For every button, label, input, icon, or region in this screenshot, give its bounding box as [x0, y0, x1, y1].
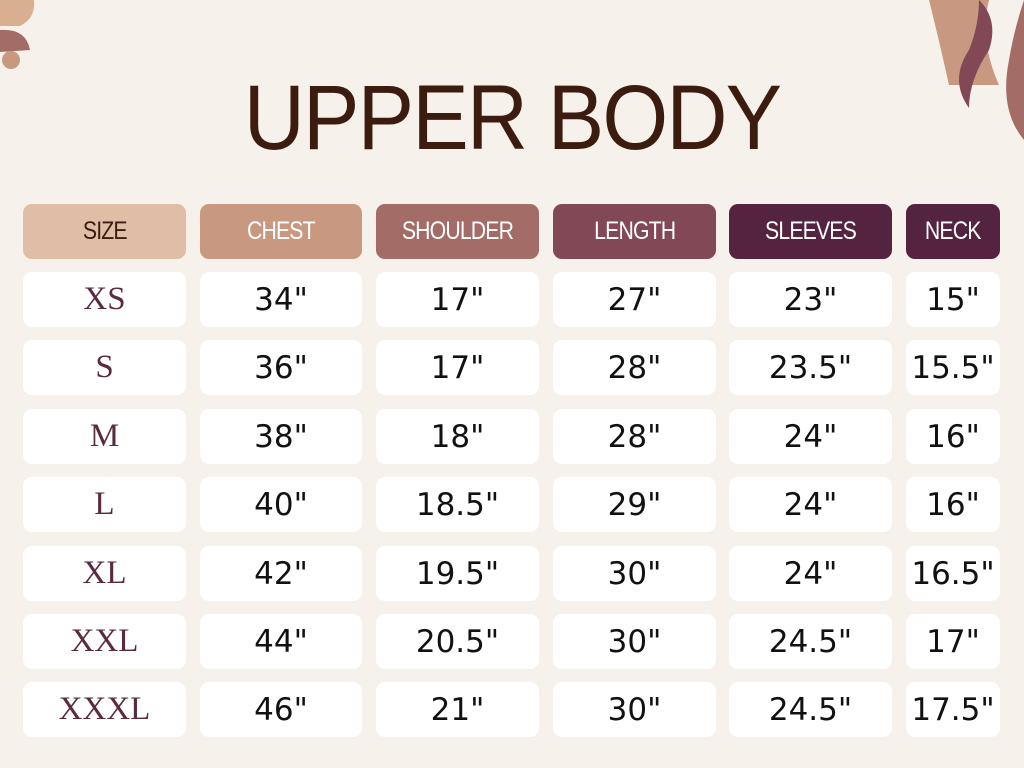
measurement-cell-length: 30" — [553, 614, 716, 669]
measurement-cell-chest: 34" — [200, 272, 362, 327]
column-header-label: LENGTH — [593, 217, 676, 245]
measurement-cell-shoulder: 17" — [376, 340, 539, 395]
measurement-cell-length: 28" — [553, 340, 716, 395]
decorative-shapes-top-left — [0, 0, 35, 69]
size-label-cell: S — [23, 340, 186, 395]
measurement-cell-neck: 16" — [906, 409, 1000, 464]
measurement-cell-chest: 42" — [200, 546, 362, 601]
measurement-cell-length: 27" — [553, 272, 716, 327]
column-header-chest: CHEST — [200, 204, 362, 259]
measurement-cell-sleeves: 24.5" — [729, 682, 892, 737]
measurement-cell-shoulder: 17" — [376, 272, 539, 327]
measurement-cell-neck: 17" — [906, 614, 1000, 669]
size-label-cell: XXL — [23, 614, 186, 669]
measurement-cell-neck: 15.5" — [906, 340, 1000, 395]
measurement-cell-sleeves: 23.5" — [729, 340, 892, 395]
column-header-label: SLEEVES — [765, 217, 857, 245]
measurement-cell-neck: 17.5" — [906, 682, 1000, 737]
decorative-leaves-top-right — [929, 0, 1024, 140]
column-header-label: SIZE — [82, 217, 128, 245]
measurement-cell-neck: 15" — [906, 272, 1000, 327]
measurement-cell-neck: 16.5" — [906, 546, 1000, 601]
measurement-cell-chest: 36" — [200, 340, 362, 395]
measurement-cell-length: 30" — [553, 682, 716, 737]
size-label-cell: L — [23, 477, 186, 532]
column-header-size: SIZE — [23, 204, 186, 259]
size-label-cell: XXXL — [23, 682, 186, 737]
column-header-sleeves: SLEEVES — [729, 204, 892, 259]
measurement-cell-sleeves: 24" — [729, 546, 892, 601]
measurement-cell-chest: 44" — [200, 614, 362, 669]
column-header-label: SHOULDER — [401, 217, 514, 245]
column-header-neck: NECK — [906, 204, 1000, 259]
measurement-cell-shoulder: 18.5" — [376, 477, 539, 532]
size-label-cell: XL — [23, 546, 186, 601]
measurement-cell-neck: 16" — [906, 477, 1000, 532]
column-header-length: LENGTH — [553, 204, 716, 259]
measurement-cell-sleeves: 24" — [729, 477, 892, 532]
measurement-cell-length: 28" — [553, 409, 716, 464]
size-label-cell: XS — [23, 272, 186, 327]
column-header-shoulder: SHOULDER — [376, 204, 539, 259]
measurement-cell-shoulder: 21" — [376, 682, 539, 737]
measurement-cell-length: 29" — [553, 477, 716, 532]
measurement-cell-shoulder: 18" — [376, 409, 539, 464]
measurement-cell-chest: 46" — [200, 682, 362, 737]
measurement-cell-sleeves: 24.5" — [729, 614, 892, 669]
size-label-cell: M — [23, 409, 186, 464]
measurement-cell-shoulder: 19.5" — [376, 546, 539, 601]
measurement-cell-sleeves: 23" — [729, 272, 892, 327]
column-header-label: NECK — [925, 217, 982, 245]
measurement-cell-shoulder: 20.5" — [376, 614, 539, 669]
measurement-cell-chest: 40" — [200, 477, 362, 532]
measurement-cell-length: 30" — [553, 546, 716, 601]
column-header-label: CHEST — [247, 217, 316, 245]
measurement-cell-chest: 38" — [200, 409, 362, 464]
page-title: UPPER BODY — [243, 67, 782, 169]
measurement-cell-sleeves: 24" — [729, 409, 892, 464]
